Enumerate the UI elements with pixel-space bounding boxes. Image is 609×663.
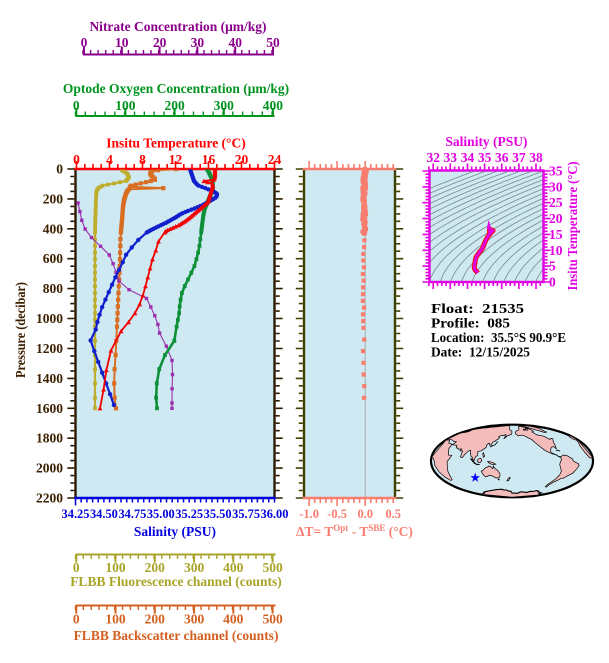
svg-text:Pressure (decibar): Pressure (decibar)	[13, 282, 28, 378]
svg-text:500: 500	[262, 560, 283, 575]
svg-text:10: 10	[115, 35, 129, 50]
svg-text:34.75: 34.75	[118, 507, 146, 521]
svg-text:400: 400	[223, 560, 244, 575]
svg-text:20: 20	[549, 211, 563, 226]
svg-text:Date: 12/15/2025: Date: 12/15/2025	[431, 346, 530, 361]
svg-text:5: 5	[549, 259, 556, 274]
svg-text:34.50: 34.50	[90, 507, 118, 521]
svg-text:2200: 2200	[36, 491, 63, 506]
svg-text:0: 0	[73, 98, 80, 113]
svg-text:Float: 21535: Float: 21535	[431, 302, 524, 317]
svg-text:0: 0	[73, 152, 80, 167]
svg-text:35: 35	[478, 150, 492, 165]
svg-text:36.00: 36.00	[261, 507, 289, 521]
svg-text:300: 300	[184, 560, 205, 575]
svg-text:40: 40	[228, 35, 242, 50]
svg-text:35.75: 35.75	[232, 507, 260, 521]
svg-text:0: 0	[549, 275, 556, 290]
svg-text:0: 0	[81, 35, 88, 50]
svg-text:Profile: 085: Profile: 085	[431, 317, 510, 332]
svg-text:Salinity (PSU): Salinity (PSU)	[134, 524, 216, 539]
svg-text:25: 25	[549, 195, 563, 210]
svg-text:1200: 1200	[36, 341, 63, 356]
svg-text:FLBB Backscatter channel (coun: FLBB Backscatter channel (counts)	[74, 628, 279, 643]
svg-text:10: 10	[549, 243, 563, 258]
svg-text:34: 34	[461, 150, 475, 165]
svg-text:-1.0: -1.0	[299, 507, 319, 521]
svg-text:0: 0	[73, 560, 80, 575]
svg-text:100: 100	[105, 560, 126, 575]
svg-text:32: 32	[426, 150, 440, 165]
svg-text:16: 16	[202, 152, 216, 167]
svg-text:Insitu Temperature (°C): Insitu Temperature (°C)	[106, 136, 245, 151]
svg-text:Location: 35.5°S 90.9°E: Location: 35.5°S 90.9°E	[431, 331, 566, 346]
svg-text:1400: 1400	[36, 371, 63, 386]
svg-text:400: 400	[263, 98, 284, 113]
svg-text:ΔT= TOpt - TSBE (°C): ΔT= TOpt - TSBE (°C)	[296, 523, 413, 539]
svg-text:15: 15	[549, 227, 563, 242]
svg-text:300: 300	[214, 98, 235, 113]
svg-text:0.5: 0.5	[385, 507, 401, 521]
svg-text:20: 20	[153, 35, 167, 50]
svg-text:200: 200	[43, 191, 64, 206]
svg-text:8: 8	[139, 152, 146, 167]
svg-text:1000: 1000	[36, 311, 63, 326]
svg-text:30: 30	[191, 35, 205, 50]
svg-text:100: 100	[115, 98, 136, 113]
svg-text:Insitu Temperature (°C): Insitu Temperature (°C)	[565, 162, 580, 291]
svg-text:100: 100	[105, 612, 126, 627]
svg-text:0: 0	[73, 612, 80, 627]
svg-text:38: 38	[529, 150, 543, 165]
svg-text:-0.5: -0.5	[327, 507, 347, 521]
svg-text:400: 400	[43, 221, 64, 236]
svg-text:200: 200	[145, 612, 166, 627]
svg-text:4: 4	[106, 152, 113, 167]
svg-text:300: 300	[184, 612, 205, 627]
svg-text:500: 500	[262, 612, 283, 627]
svg-text:400: 400	[223, 612, 244, 627]
svg-text:0: 0	[56, 162, 63, 177]
svg-text:35: 35	[549, 164, 563, 179]
svg-text:35.25: 35.25	[175, 507, 203, 521]
svg-text:24: 24	[268, 152, 282, 167]
svg-text:20: 20	[235, 152, 249, 167]
svg-text:33: 33	[444, 150, 458, 165]
svg-text:35.00: 35.00	[147, 507, 175, 521]
svg-text:0.0: 0.0	[357, 507, 373, 521]
svg-text:35.50: 35.50	[204, 507, 232, 521]
svg-text:200: 200	[145, 560, 166, 575]
svg-text:34.25: 34.25	[62, 507, 90, 521]
svg-text:36: 36	[495, 150, 509, 165]
svg-text:30: 30	[549, 179, 563, 194]
svg-text:1800: 1800	[36, 431, 63, 446]
svg-text:800: 800	[43, 281, 64, 296]
svg-text:FLBB Fluorescence channel (cou: FLBB Fluorescence channel (counts)	[70, 574, 282, 589]
svg-text:2000: 2000	[36, 461, 63, 476]
svg-text:Optode Oxygen Concentration (μ: Optode Oxygen Concentration (μm/kg)	[63, 81, 289, 96]
svg-text:1600: 1600	[36, 401, 63, 416]
svg-text:50: 50	[266, 35, 280, 50]
svg-text:600: 600	[43, 251, 64, 266]
svg-text:Nitrate Concentration (μm/kg): Nitrate Concentration (μm/kg)	[89, 19, 266, 34]
svg-text:Salinity (PSU): Salinity (PSU)	[445, 134, 527, 149]
svg-text:200: 200	[164, 98, 185, 113]
svg-text:37: 37	[512, 150, 526, 165]
svg-text:12: 12	[169, 152, 183, 167]
